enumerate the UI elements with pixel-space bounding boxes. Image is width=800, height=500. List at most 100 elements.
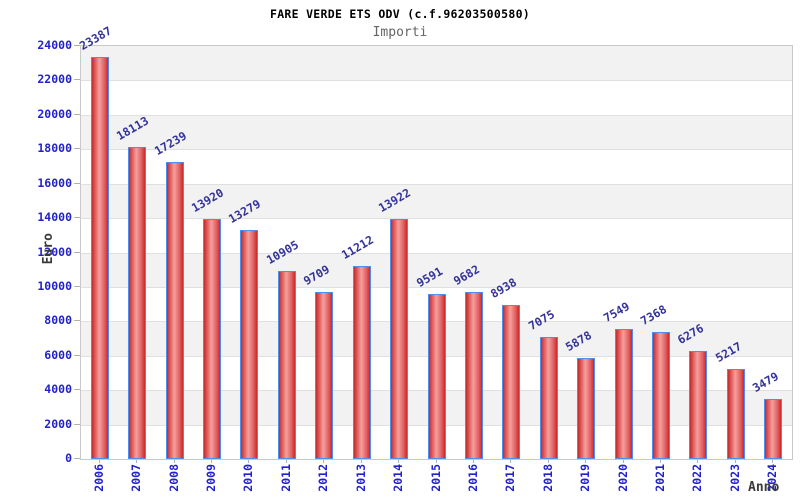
x-tick-label: 2008 [165, 464, 183, 500]
x-tick-mark [510, 460, 512, 463]
x-tick-label: 2013 [352, 464, 370, 500]
y-tick-label: 0 [65, 451, 72, 465]
gridline [81, 286, 792, 288]
y-tick-label: 16000 [37, 175, 72, 190]
plot-band [81, 149, 792, 184]
x-tick-label-text: 2022 [690, 464, 705, 492]
x-tick-label-text: 2013 [353, 464, 368, 492]
x-tick-label: 2017 [501, 464, 519, 500]
x-tick-label-text: 2011 [278, 464, 293, 492]
x-axis-title: Anno [748, 480, 780, 495]
x-tick-label-text: 2012 [316, 464, 331, 492]
bar [764, 399, 783, 459]
y-tick-mark [74, 217, 80, 219]
x-tick-label-text: 2016 [465, 464, 480, 492]
y-tick-label: 24000 [37, 38, 72, 52]
chart-title: FARE VERDE ETS ODV (c.f.96203500580) [269, 7, 531, 21]
x-tick-label: 2007 [127, 464, 145, 500]
bar [240, 230, 259, 459]
bar [464, 292, 483, 459]
y-tick-mark [74, 389, 80, 391]
x-tick-mark [285, 460, 287, 463]
y-tick-mark [74, 79, 80, 81]
x-tick-label-text: 2023 [727, 464, 742, 492]
y-tick-mark [74, 45, 80, 46]
y-tick-mark [74, 320, 80, 322]
y-tick-mark [74, 354, 80, 356]
plot-band [81, 252, 792, 287]
x-tick-label-text: 2007 [129, 464, 144, 492]
x-tick-label: 2021 [651, 464, 669, 500]
y-tick-mark [74, 148, 80, 150]
plot-band [81, 80, 792, 115]
gridline [81, 80, 792, 82]
x-tick-label: 2020 [614, 464, 632, 500]
x-tick-label-text: 2019 [578, 464, 593, 492]
gridline [81, 149, 792, 151]
x-tick-label-text: 2006 [91, 464, 106, 492]
y-tick-label: 4000 [44, 382, 72, 397]
plot-band [81, 114, 792, 150]
y-tick-mark [74, 458, 80, 459]
y-axis-title: Euro [40, 224, 56, 274]
plot-band [81, 183, 792, 219]
x-tick-label: 2019 [576, 464, 594, 500]
x-tick-label: 2015 [427, 464, 445, 500]
x-tick-mark [622, 460, 624, 463]
gridline [81, 183, 792, 185]
x-tick-label-text: 2020 [615, 464, 630, 492]
x-tick-mark [360, 460, 362, 463]
bar [352, 266, 371, 459]
x-tick-mark [472, 460, 474, 463]
x-tick-label-text: 2017 [503, 464, 518, 492]
y-tick-label: 18000 [37, 141, 72, 156]
x-tick-label: 2016 [464, 464, 482, 500]
y-tick-label: 6000 [44, 347, 72, 362]
y-tick-label: 12000 [37, 244, 72, 259]
y-tick-mark [74, 285, 80, 287]
x-tick-label: 2014 [389, 464, 407, 500]
bar [614, 329, 633, 459]
x-tick-label-text: 2009 [203, 464, 218, 492]
x-tick-label: 2010 [239, 464, 257, 500]
y-tick-label: 22000 [37, 72, 72, 87]
bar [689, 351, 708, 459]
x-tick-mark [136, 460, 138, 463]
bar [577, 358, 596, 459]
y-tick-label: 10000 [37, 278, 72, 293]
x-tick-label-text: 2010 [241, 464, 256, 492]
x-tick-label: 2018 [539, 464, 557, 500]
bar [502, 305, 521, 459]
bar [202, 219, 221, 459]
x-tick-mark [772, 460, 774, 463]
x-tick-mark [660, 460, 662, 463]
x-tick-label-text: 2014 [391, 464, 406, 492]
y-tick-label: 2000 [44, 416, 72, 431]
x-tick-mark [435, 460, 437, 463]
bar [539, 337, 558, 459]
y-tick-label: 8000 [44, 313, 72, 328]
plot-area: 23387 18113 17239 13920 13279 10905 9709 11212 1… [77, 24, 793, 460]
x-tick-mark [248, 460, 250, 463]
x-tick-label-text: 2018 [540, 464, 555, 492]
bar [726, 369, 745, 459]
x-tick-mark [547, 460, 549, 463]
x-tick-label-text: 2008 [166, 464, 181, 492]
bar [90, 57, 109, 459]
gridline [81, 218, 792, 220]
x-tick-mark [173, 460, 175, 463]
bar [128, 147, 147, 459]
x-tick-mark [585, 460, 587, 463]
y-axis-title-text: Euro [40, 233, 56, 265]
gridline [81, 252, 792, 254]
gridline [81, 114, 792, 116]
x-tick-mark [210, 460, 212, 463]
bar [277, 271, 296, 459]
x-tick-mark [323, 460, 325, 463]
x-tick-label: 2022 [688, 464, 706, 500]
x-tick-mark [398, 460, 400, 463]
x-tick-mark [697, 460, 699, 463]
y-tick-mark [74, 251, 80, 253]
x-tick-label: 2011 [277, 464, 295, 500]
